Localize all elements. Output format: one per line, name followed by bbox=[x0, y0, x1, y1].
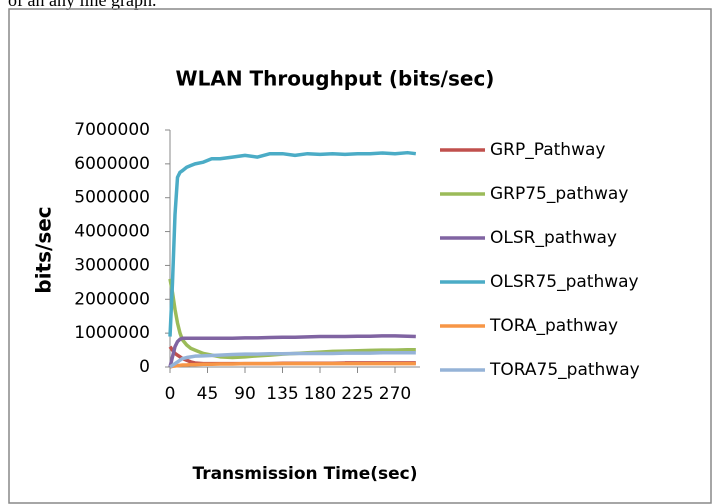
legend-label: OLSR75_pathway bbox=[490, 272, 639, 292]
x-tick-label: 135 bbox=[266, 384, 298, 404]
x-tick-label: 180 bbox=[304, 384, 336, 404]
x-tick-label: 90 bbox=[234, 384, 256, 404]
x-tick-label: 45 bbox=[197, 384, 219, 404]
legend-label: TORA75_pathway bbox=[489, 360, 640, 380]
y-axis-label: bits/sec bbox=[32, 206, 56, 293]
x-tick-label: 0 bbox=[165, 384, 176, 404]
y-tick-label: 1000000 bbox=[74, 323, 150, 343]
x-tick-label: 225 bbox=[341, 384, 373, 404]
caption: of an any line graph. bbox=[8, 0, 156, 10]
y-tick-label: 0 bbox=[139, 357, 150, 377]
y-tick-label: 5000000 bbox=[74, 188, 150, 208]
series-line bbox=[169, 351, 416, 369]
series-line bbox=[168, 150, 417, 337]
x-tick-label: 270 bbox=[379, 384, 411, 404]
x-axis-label: Transmission Time(sec) bbox=[192, 464, 417, 484]
y-tick-label: 4000000 bbox=[74, 222, 150, 242]
series-line bbox=[169, 361, 416, 369]
legend-label: GRP75_pathway bbox=[490, 184, 628, 204]
chart-frame bbox=[8, 8, 712, 504]
legend-label: OLSR_pathway bbox=[490, 228, 617, 248]
legend-label: TORA_pathway bbox=[489, 316, 618, 336]
legend-label: GRP_Pathway bbox=[490, 140, 605, 160]
y-tick-label: 2000000 bbox=[74, 289, 150, 309]
y-tick-label: 6000000 bbox=[74, 154, 150, 174]
chart-title: WLAN Throughput (bits/sec) bbox=[176, 67, 495, 91]
series-line bbox=[168, 334, 416, 368]
y-tick-label: 3000000 bbox=[74, 255, 150, 275]
y-tick-label: 7000000 bbox=[74, 120, 150, 140]
series-line bbox=[168, 278, 416, 360]
